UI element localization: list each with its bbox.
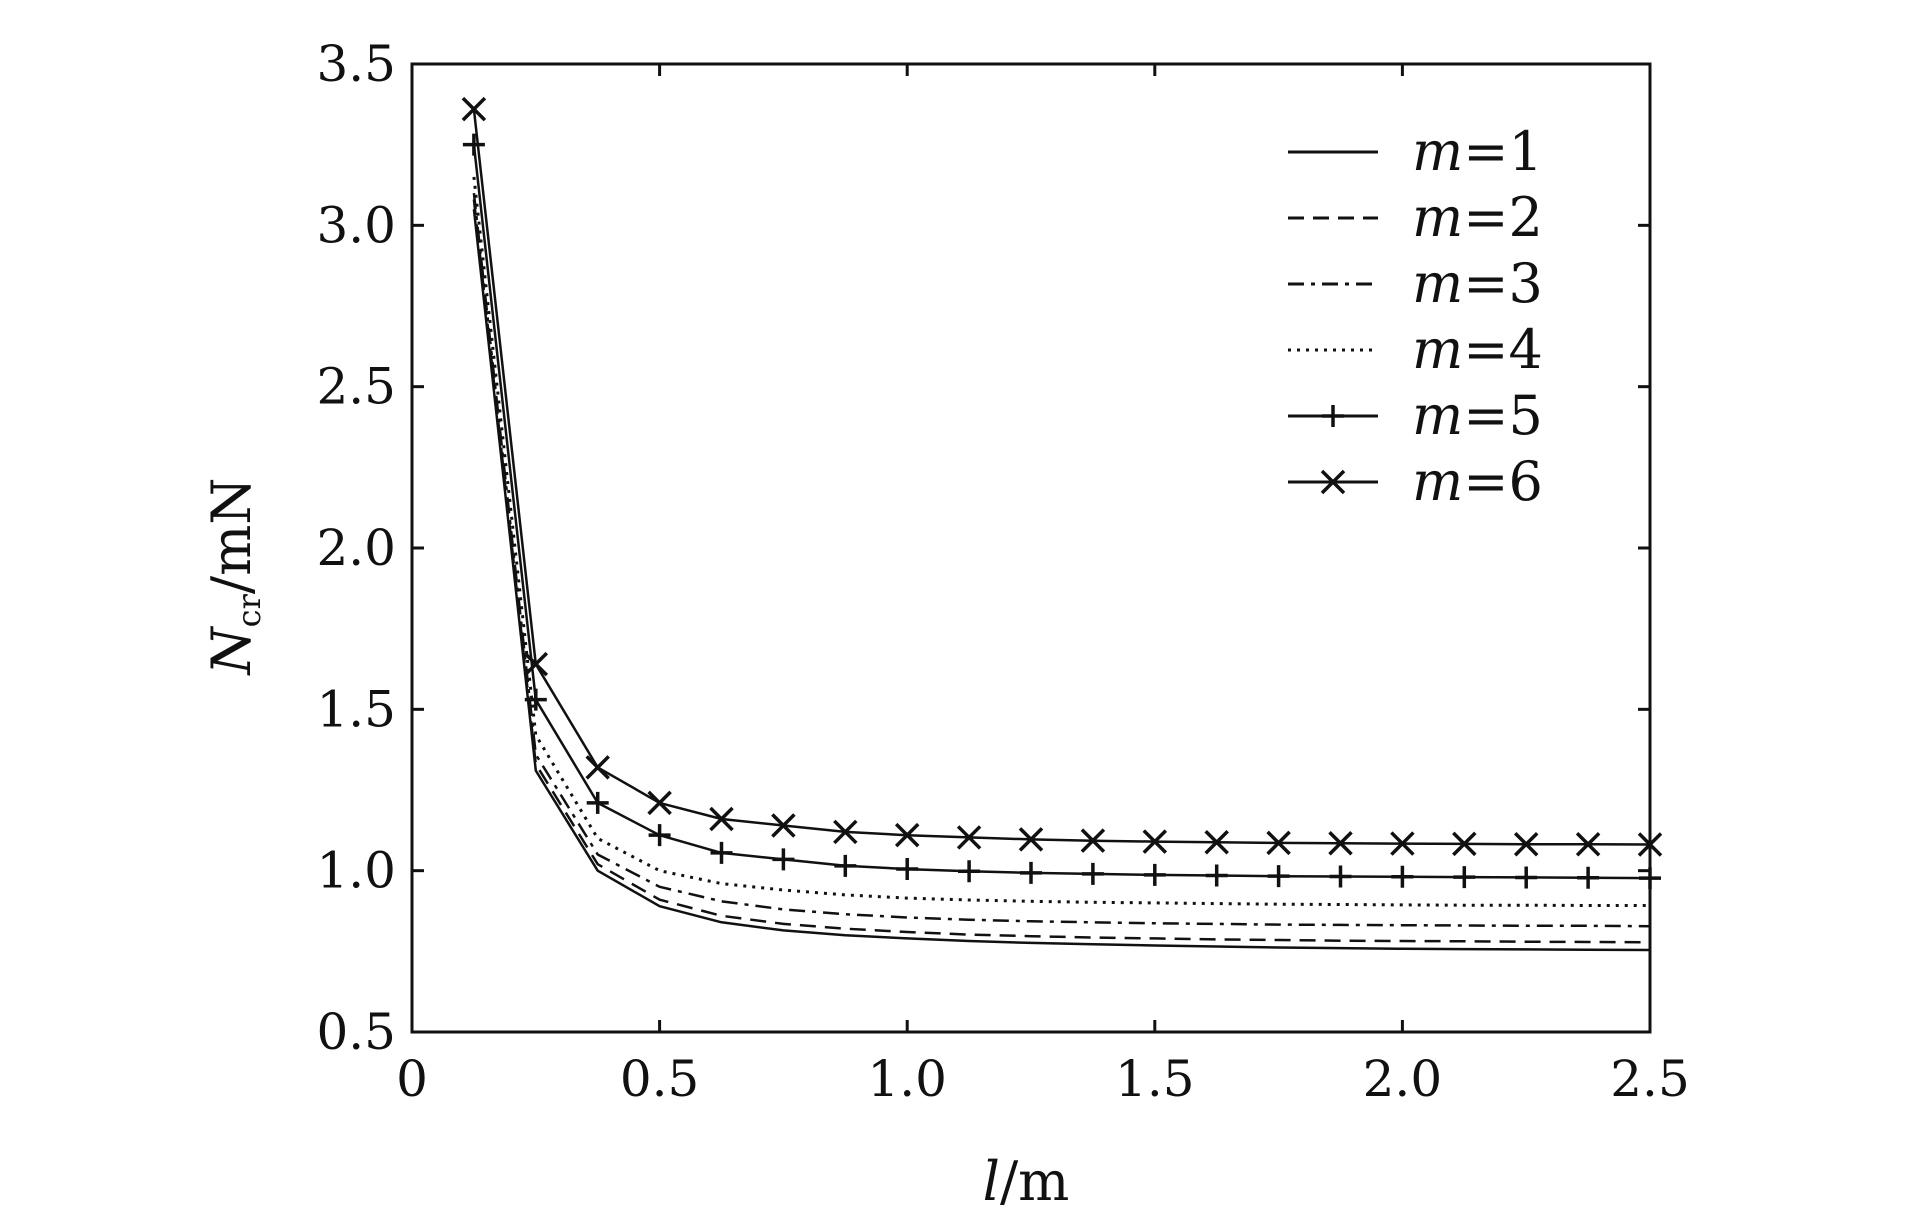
data-point-marker: [524, 688, 547, 711]
data-point-marker: [1081, 862, 1104, 885]
data-point-marker: [1020, 861, 1042, 884]
y-tick-label: 2.0: [316, 519, 396, 577]
legend-label: m=2: [1412, 186, 1543, 249]
series-4: [472, 176, 1650, 907]
legend-label: m=6: [1412, 450, 1543, 513]
data-point-marker: [1266, 830, 1291, 856]
x-axis-title: l/m: [983, 1150, 1070, 1213]
series-5: [462, 133, 1661, 890]
series-2: [472, 199, 1651, 944]
data-point-marker: [834, 854, 857, 877]
data-point-marker: [1390, 831, 1415, 856]
data-point-marker: [1391, 865, 1414, 888]
data-point-marker: [586, 791, 609, 814]
x-tick-label: 2.0: [1363, 1050, 1443, 1108]
data-point-marker: [894, 822, 920, 848]
data-point-marker: [1577, 866, 1600, 889]
y-tick-label: 0.5: [316, 1003, 396, 1061]
legend-entry-4: m=4: [1288, 318, 1543, 381]
data-point-marker: [648, 824, 671, 847]
legend-label: m=5: [1412, 384, 1543, 447]
series-line-4: [472, 176, 1650, 907]
legend-label: m=4: [1412, 318, 1543, 381]
legend-marker: [1320, 469, 1346, 495]
x-tick-label: 1.0: [867, 1050, 947, 1108]
data-point-marker: [1080, 828, 1106, 853]
data-point-marker: [771, 813, 796, 838]
legend-marker: [1322, 405, 1344, 427]
series-6: [461, 96, 1663, 857]
x-tick-label: 0: [396, 1050, 428, 1108]
data-point-marker: [1575, 831, 1601, 857]
data-point-marker: [710, 841, 733, 864]
series-line-3: [472, 192, 1651, 928]
data-point-marker: [1515, 866, 1538, 889]
data-point-marker: [461, 96, 487, 122]
data-point-marker: [1513, 831, 1539, 857]
legend-entry-5: m=5: [1288, 384, 1543, 447]
legend-label: m=3: [1412, 252, 1543, 315]
data-point-marker: [585, 755, 610, 780]
series-line-6: [472, 109, 1651, 846]
data-point-marker: [1204, 830, 1229, 855]
data-point-marker: [647, 790, 672, 816]
legend-entry-2: m=2: [1288, 186, 1543, 249]
series-line-2: [472, 199, 1651, 944]
y-tick-label: 3.5: [316, 35, 396, 93]
x-tick-label: 2.5: [1610, 1050, 1690, 1108]
x-tick-label: 1.5: [1115, 1050, 1195, 1108]
data-point-marker: [1329, 865, 1352, 888]
legend-entry-1: m=1: [1288, 120, 1543, 183]
data-point-marker: [1328, 831, 1353, 856]
y-tick-label: 3.0: [316, 196, 396, 254]
x-tick-label: 0.5: [620, 1050, 700, 1108]
data-point-marker: [1018, 827, 1044, 852]
y-axis-title: Ncr/mN: [200, 477, 268, 676]
tick-layer: 0 0.5 1.0 1.5 2.0 2.50.51.01.52.02.53.03.5: [316, 35, 1689, 1108]
data-point-marker: [956, 825, 982, 850]
data-point-marker: [1453, 866, 1476, 889]
data-point-marker: [1267, 865, 1290, 888]
data-point-marker: [462, 133, 485, 156]
series-line-1: [472, 209, 1651, 952]
legend-entry-3: m=3: [1288, 252, 1543, 315]
series-1: [472, 209, 1651, 952]
data-point-marker: [896, 858, 919, 881]
y-tick-label: 2.5: [316, 358, 396, 416]
data-point-marker: [1205, 864, 1228, 887]
y-tick-label: 1.5: [316, 680, 396, 738]
data-point-marker: [709, 806, 734, 832]
series-3: [472, 192, 1651, 928]
legend: m=1m=2m=3m=4m=5m=6: [1288, 120, 1543, 513]
data-point-marker: [523, 651, 549, 677]
legend-label: m=1: [1412, 120, 1543, 183]
data-point-marker: [833, 819, 858, 845]
data-point-marker: [772, 848, 795, 871]
data-point-marker: [1142, 829, 1168, 854]
y-tick-label: 1.0: [316, 842, 396, 900]
legend-entry-6: m=6: [1288, 450, 1543, 513]
data-point-marker: [1452, 831, 1477, 857]
plot-layer: [461, 96, 1663, 952]
data-point-marker: [958, 860, 981, 883]
data-point-marker: [1143, 863, 1166, 886]
